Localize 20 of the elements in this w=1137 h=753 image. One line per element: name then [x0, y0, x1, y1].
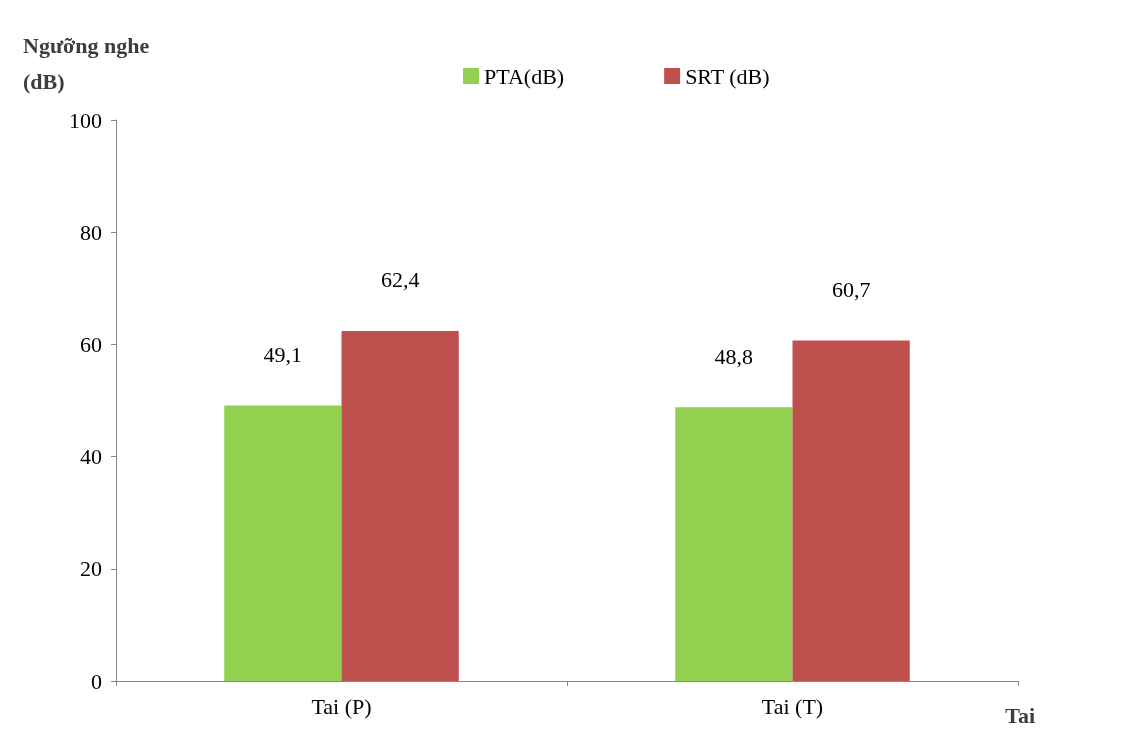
x-tick-label: Tai (P)	[311, 693, 372, 719]
bar	[675, 407, 793, 681]
data-label: 48,8	[714, 343, 754, 369]
y-tick-label: 40	[80, 444, 102, 470]
bar	[224, 405, 342, 681]
x-tick-label: Tai (T)	[761, 693, 824, 719]
legend-label: PTA(dB)	[484, 63, 565, 89]
data-label: 60,7	[831, 276, 871, 302]
x-axis-title: Tai	[1005, 702, 1036, 728]
legend-label: SRT (dB)	[685, 63, 770, 89]
y-axis-title: Ngưỡng nghe (dB)	[23, 32, 150, 94]
data-label: 49,1	[263, 342, 303, 368]
y-tick-label: 0	[91, 668, 102, 694]
y-tick-label: 20	[80, 556, 102, 582]
y-tick-label: 80	[80, 219, 102, 245]
data-label: 62,4	[380, 267, 420, 293]
y-tick-label: 60	[80, 331, 102, 357]
y-tick-label: 100	[69, 107, 102, 133]
bar	[341, 330, 459, 681]
bar	[792, 340, 910, 681]
